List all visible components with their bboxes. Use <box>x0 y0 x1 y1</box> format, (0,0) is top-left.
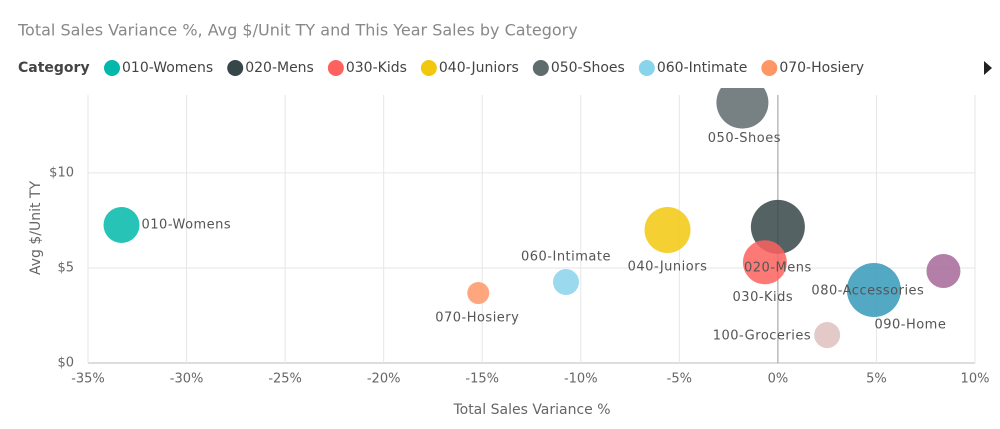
x-tick-label: 5% <box>866 372 887 387</box>
data-label: 050-Shoes <box>708 131 781 146</box>
legend-label: 040-Juniors <box>439 60 519 76</box>
bubble <box>467 282 490 305</box>
y-tick-label: $5 <box>57 260 74 275</box>
data-label: 070-Hosiery <box>435 311 519 326</box>
x-tick-label: 0% <box>768 372 789 387</box>
legend-marker <box>327 60 344 76</box>
data-label: 020-Mens <box>744 260 812 275</box>
plot-area <box>103 88 961 349</box>
labels: $0 $5 $10 -35% -30% -25% -20% -15% -10% -5% 0% 5% 10… <box>49 131 989 386</box>
x-tick-label: -20% <box>367 372 401 387</box>
legend-title: Category <box>18 60 90 76</box>
y-tick-label: $0 <box>57 356 74 371</box>
data-label: 010-Womens <box>142 218 232 233</box>
data-label: 060-Intimate <box>521 250 611 265</box>
legend-label: 010-Womens <box>122 60 213 76</box>
x-axis-title: Total Sales Variance % <box>452 402 610 418</box>
legend-label: 070-Hosiery <box>779 60 864 76</box>
x-tick-label: 10% <box>961 372 990 387</box>
x-tick-label: -25% <box>268 372 302 387</box>
legend-marker <box>104 60 120 76</box>
bubble <box>742 240 787 285</box>
bubble <box>716 88 769 129</box>
x-tick-label: -10% <box>564 372 598 387</box>
bubble <box>926 254 961 289</box>
chart-title: Total Sales Variance %, Avg $/Unit TY an… <box>17 21 578 40</box>
y-tick-label: $10 <box>49 165 74 180</box>
data-label: 090-Home <box>874 318 946 333</box>
x-tick-label: -35% <box>71 372 105 387</box>
x-tick-label: -15% <box>465 372 499 387</box>
bubble <box>846 263 901 318</box>
legend-label: 060-Intimate <box>657 60 747 76</box>
data-label: 030-Kids <box>733 290 794 305</box>
bubble <box>814 322 841 349</box>
data-label: 080-Accessories <box>811 284 924 299</box>
data-label: 040-Juniors <box>628 259 708 274</box>
legend-label: 050-Shoes <box>551 60 625 76</box>
x-tick-label: -30% <box>170 372 204 387</box>
legend-marker <box>761 60 778 76</box>
legend-scroll-arrow[interactable] <box>984 61 992 75</box>
grid <box>87 95 976 364</box>
legend-label: 020-Mens <box>245 60 314 76</box>
legend-marker <box>227 60 244 76</box>
y-axis-title: Avg $/Unit TY <box>28 181 44 276</box>
legend-marker <box>638 60 655 76</box>
data-label: 100-Groceries <box>713 329 811 344</box>
bubble <box>103 207 140 244</box>
legend-marker <box>420 60 437 76</box>
bubble <box>552 269 579 296</box>
x-tick-label: -5% <box>667 372 692 387</box>
legend-label: 030-Kids <box>346 60 407 76</box>
legend-marker <box>532 60 549 76</box>
bubble <box>644 206 691 253</box>
